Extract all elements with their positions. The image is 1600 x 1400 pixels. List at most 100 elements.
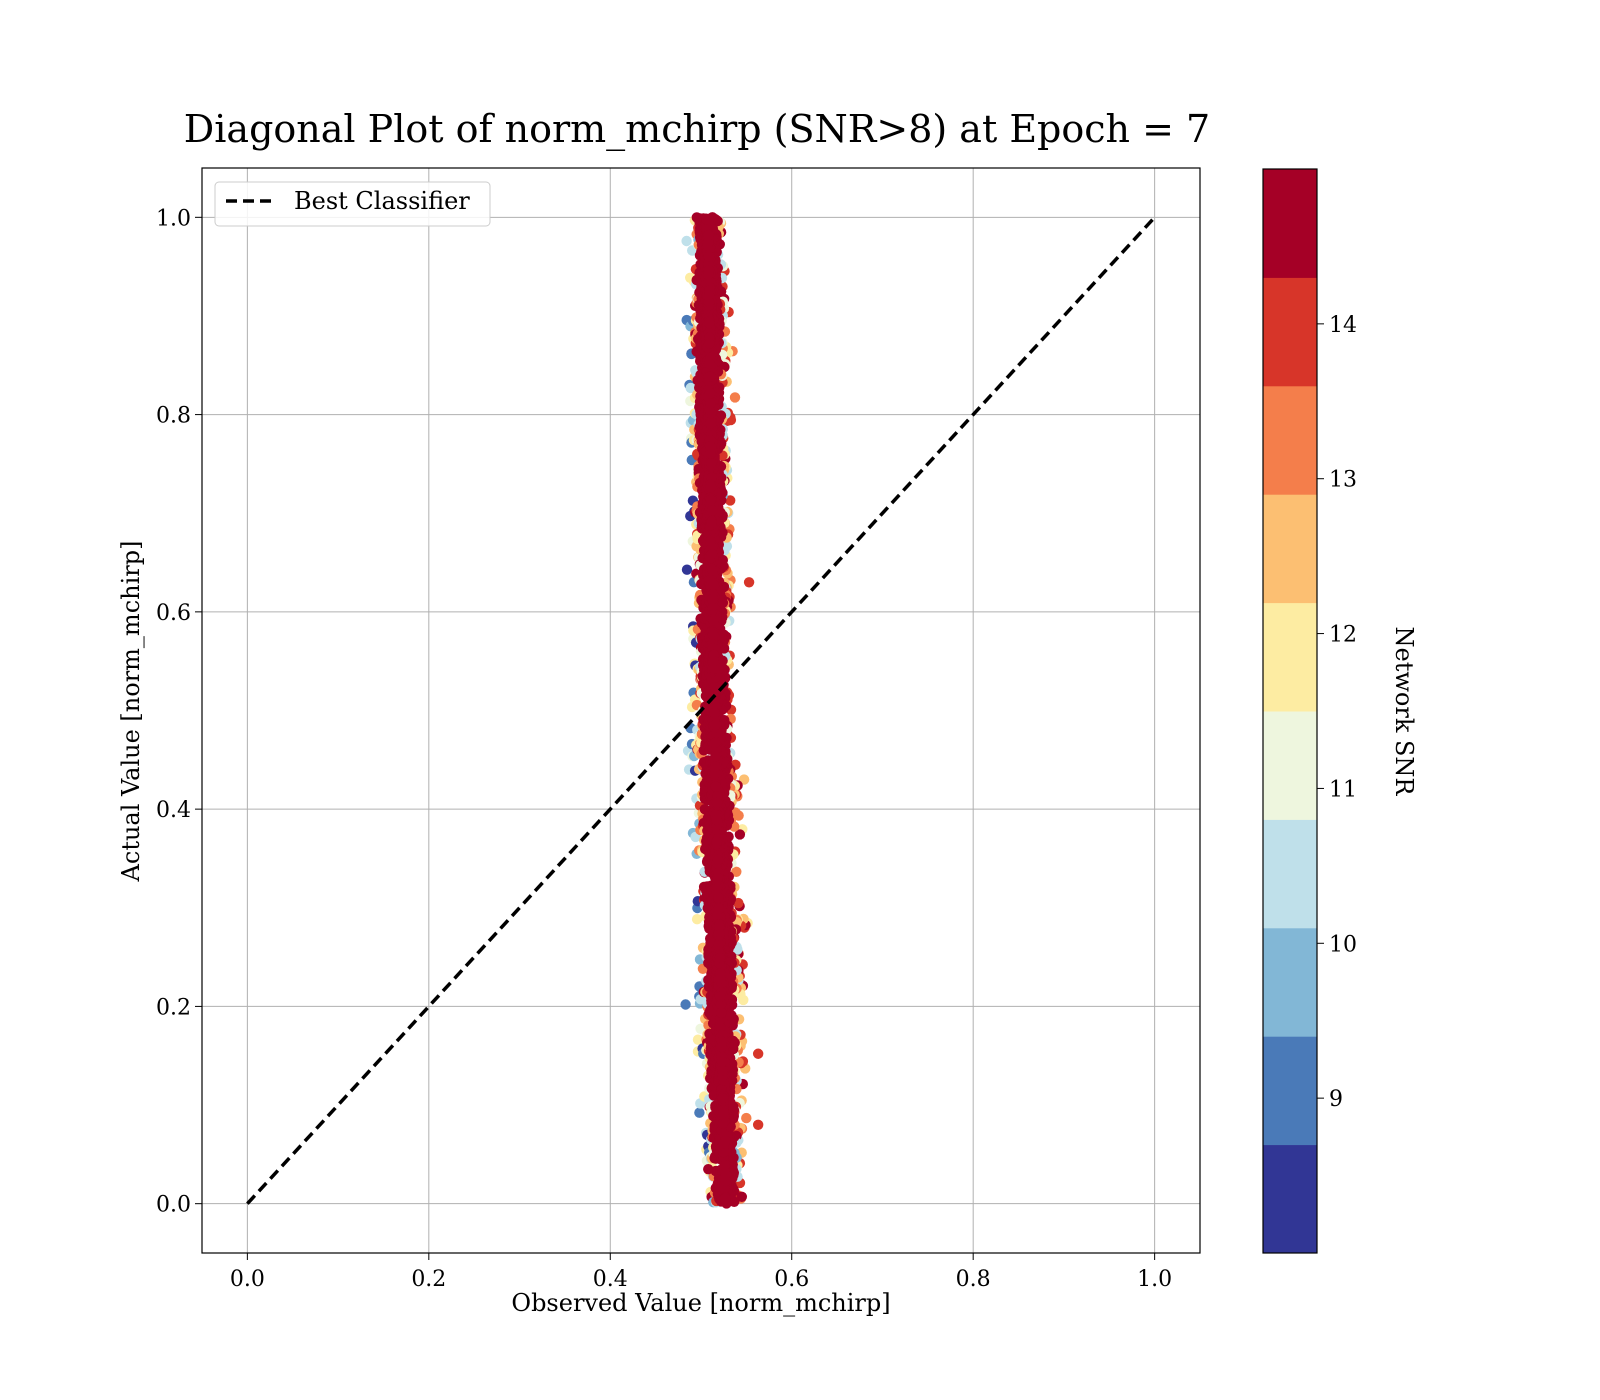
scatter-point — [705, 441, 716, 452]
x-tick-label: 0.6 — [774, 1267, 809, 1292]
scatter-outlier-point — [752, 1119, 764, 1130]
scatter-point — [709, 707, 720, 719]
scatter-point — [706, 457, 717, 469]
colorbar-tick-label: 12 — [1329, 623, 1357, 648]
x-axis-label: Observed Value [norm_mchirp] — [511, 1289, 890, 1317]
scatter-point — [734, 829, 746, 840]
scatter-point — [709, 761, 721, 772]
scatter-point — [717, 1065, 728, 1076]
scatter-point — [725, 495, 736, 506]
scatter-point — [706, 517, 717, 528]
chart-title: Diagonal Plot of norm_mchirp (SNR>8) at … — [184, 107, 1210, 152]
scatter-point — [715, 973, 726, 984]
scatter-point — [704, 358, 715, 369]
y-axis-label: Actual Value [norm_mchirp] — [117, 541, 145, 883]
scatter-point — [704, 317, 715, 329]
scatter-point — [713, 921, 725, 932]
colorbar-frame — [1262, 168, 1318, 1254]
scatter-point — [717, 1093, 729, 1104]
x-axis-ticks: 0.0 0.2 0.4 0.6 0.8 1.0 — [230, 1253, 1172, 1292]
colorbar-tick-label: 13 — [1329, 468, 1357, 493]
scatter-point — [713, 903, 724, 915]
scatter-point — [716, 1007, 727, 1018]
scatter-point — [712, 854, 724, 865]
scatter-point — [711, 814, 722, 826]
scatter-point — [694, 1107, 705, 1118]
scatter-point — [708, 579, 719, 591]
scatter-point — [692, 1034, 704, 1045]
x-tick-label: 1.0 — [1137, 1267, 1172, 1292]
colorbar-bin — [1263, 602, 1317, 712]
scatter-point — [707, 629, 719, 640]
scatter-point — [703, 230, 714, 241]
scatter-point — [718, 1138, 730, 1149]
y-axis-ticks: 0.0 0.2 0.4 0.6 0.8 1.0 — [156, 206, 202, 1218]
scatter-point — [718, 1107, 729, 1118]
colorbar-bins — [1263, 169, 1317, 1254]
scatter-point — [680, 999, 691, 1010]
scatter-point — [716, 1041, 727, 1053]
scatter-point — [705, 494, 717, 505]
scatter-point — [741, 1112, 752, 1124]
y-tick-label: 0.8 — [156, 404, 191, 429]
y-tick-label: 0.4 — [156, 798, 191, 823]
scatter-point — [711, 797, 723, 808]
colorbar-bin — [1263, 819, 1317, 929]
scatter-point — [705, 481, 716, 493]
reference-line-layer — [246, 216, 1156, 1205]
scatter-point — [710, 751, 721, 762]
scatter-point — [703, 214, 715, 225]
x-tick-label: 0.8 — [956, 1267, 991, 1292]
scatter-point — [711, 836, 722, 847]
scatter-point — [720, 1175, 731, 1187]
scatter-outlier-point — [736, 1191, 748, 1202]
scatter-point — [707, 593, 718, 604]
colorbar-bin — [1263, 1144, 1317, 1254]
scatter-point — [708, 615, 719, 626]
legend-box — [214, 181, 491, 227]
scatter-point — [717, 1056, 728, 1067]
y-tick-label: 1.0 — [156, 206, 191, 231]
scatter-point — [715, 998, 727, 1010]
x-tick-label: 0.4 — [593, 1267, 628, 1292]
scatter-point — [685, 382, 696, 394]
colorbar: 9 10 11 12 13 14 Network SNR — [1262, 168, 1418, 1254]
scatter-point — [707, 565, 718, 576]
scatter-point — [709, 663, 720, 674]
x-tick-label: 0.2 — [411, 1267, 446, 1292]
x-tick-label: 0.0 — [230, 1267, 265, 1292]
scatter-point — [704, 371, 715, 382]
scatter-point — [703, 265, 715, 276]
y-tick-label: 0.0 — [156, 1193, 191, 1218]
scatter-point — [708, 655, 719, 667]
scatter-point — [715, 991, 726, 1002]
colorbar-label: Network SNR — [1390, 627, 1418, 797]
scatter-point — [705, 418, 716, 429]
scatter-point — [704, 338, 715, 349]
scatter-point — [707, 505, 718, 516]
scatter-point — [709, 682, 721, 693]
scatter-outlier-point — [743, 577, 755, 588]
scatter-outlier-point — [752, 1048, 764, 1059]
colorbar-bin — [1263, 711, 1317, 820]
scatter-point — [695, 1023, 706, 1034]
colorbar-bin — [1263, 385, 1317, 495]
colorbar-bin — [1263, 169, 1317, 278]
colorbar-bin — [1263, 494, 1317, 604]
colorbar-bin — [1263, 927, 1317, 1037]
scatter-points — [680, 212, 764, 1209]
colorbar-bin — [1263, 277, 1317, 387]
best-classifier-line — [246, 216, 1156, 1205]
scatter-point — [712, 872, 723, 884]
scatter-point — [710, 737, 721, 748]
colorbar-ticks: 9 10 11 12 13 14 — [1317, 313, 1357, 1112]
scatter-point — [719, 1160, 730, 1171]
scatter-point — [710, 781, 722, 792]
scatter-point — [681, 235, 692, 247]
scatter-point — [681, 564, 693, 575]
scatter-point — [709, 720, 721, 731]
scatter-point — [714, 1021, 726, 1032]
scatter-point — [713, 939, 724, 950]
colorbar-bin — [1263, 1036, 1317, 1146]
y-tick-label: 0.6 — [156, 601, 191, 626]
